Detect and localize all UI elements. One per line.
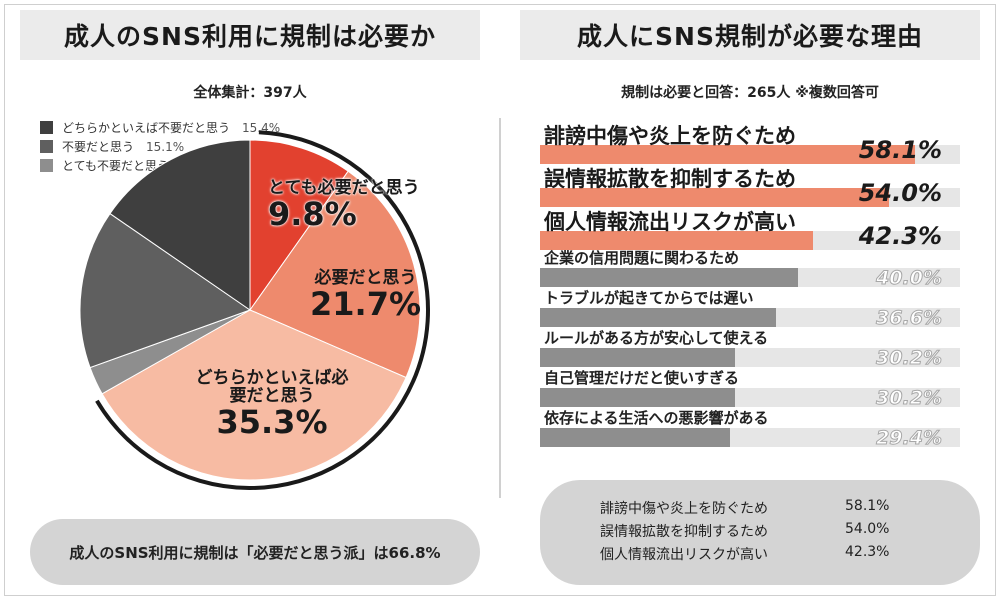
necessary-group-arc	[95, 130, 430, 490]
bar	[540, 348, 736, 367]
bar-category-label: 依存による生活への悪影響がある	[544, 409, 769, 427]
bar-row: トラブルが起きてからでは遅い 36.6%	[540, 283, 960, 330]
bar	[540, 188, 889, 207]
bar-row: 依存による生活への悪影響がある 29.4%	[540, 403, 960, 450]
summary-row: 誤情報拡散を抑制するため 54.0%	[600, 521, 920, 541]
pie-slice	[249, 139, 349, 312]
total-respondents: 全体集計：397人	[193, 85, 307, 101]
legend-swatch	[40, 159, 53, 172]
pie-label-very-necessary-value: 9.8%	[268, 194, 357, 233]
summary-row: 個人情報流出リスクが高い 42.3%	[600, 544, 920, 564]
right-summary-pill: 誹謗中傷や炎上を防ぐため 58.1% 誤情報拡散を抑制するため 54.0% 個人…	[540, 480, 980, 585]
left-summary-pill: 成人のSNS利用に規制は「必要だと思う派」は66.8%	[30, 519, 480, 585]
pie-label-necessary-text: 必要だと思う	[314, 268, 417, 288]
bar-value-label: 40.0%	[876, 267, 943, 290]
bar-value-label: 58.1%	[858, 136, 942, 164]
bar-value-label: 54.0%	[858, 179, 942, 207]
bar-value-label: 36.6%	[876, 307, 943, 330]
legend-item: 不要だと思う 15.1%	[40, 137, 280, 156]
summary-row-label: 個人情報流出リスクが高い	[600, 547, 768, 563]
bar-value-label: 29.4%	[876, 427, 943, 450]
summary-row-label: 誹謗中傷や炎上を防ぐため	[600, 501, 768, 517]
panel-divider	[499, 118, 501, 498]
bar	[540, 308, 777, 327]
right-panel-title: 成人にSNS規制が必要な理由	[520, 10, 980, 60]
pie-slice	[101, 309, 407, 481]
bar-row: ルールがある方が安心して使える 30.2%	[540, 323, 960, 370]
pie-label-somewhat-necessary-value: 35.3%	[216, 402, 328, 441]
pie-label-somewhat-necessary: どちらかといえば必要だと思う 35.3%	[172, 368, 372, 441]
legend-label: どちらかといえば不要だと思う	[62, 121, 231, 135]
summary-row-value: 42.3%	[845, 544, 890, 560]
summary-row-label: 誤情報拡散を抑制するため	[600, 524, 768, 540]
pie-slice	[79, 212, 252, 369]
bar	[540, 268, 799, 287]
bar-category-label: 個人情報流出リスクが高い	[544, 210, 796, 234]
bar-row: 企業の信用問題に関わるため 40.0%	[540, 243, 960, 290]
right-subtitle: 規制は必要と回答：265人 ※複数回答可	[621, 85, 879, 101]
pie-label-necessary: 必要だと思う 21.7%	[310, 268, 422, 323]
bar-value-label: 30.2%	[876, 387, 943, 410]
pie-label-necessary-value: 21.7%	[310, 284, 422, 323]
bar-category-label: 誹謗中傷や炎上を防ぐため	[544, 124, 796, 148]
pie-chart	[79, 130, 430, 490]
bar-row: 誹謗中傷や炎上を防ぐため 58.1%	[540, 120, 960, 166]
legend-swatch	[40, 140, 53, 153]
legend-item: どちらかといえば不要だと思う 15.4%	[40, 118, 280, 137]
bar	[540, 428, 730, 447]
legend-percent: 15.4%	[242, 120, 281, 135]
bar	[540, 145, 916, 164]
pie-label-very-necessary: とても必要だと思う 9.8%	[268, 178, 420, 233]
legend-label: 不要だと思う	[62, 140, 135, 154]
bar-category-label: 自己管理だけだと使いすぎる	[544, 369, 740, 387]
legend-percent: 15.1%	[146, 139, 185, 154]
bar-value-label: 42.3%	[858, 222, 942, 250]
bar	[540, 231, 814, 250]
bar-row: 自己管理だけだと使いすぎる 30.2%	[540, 363, 960, 410]
pie-slice	[249, 170, 421, 379]
bar-value-label: 30.2%	[876, 347, 943, 370]
legend-swatch	[40, 121, 53, 134]
bar-row: 個人情報流出リスクが高い 42.3%	[540, 206, 960, 252]
bar-category-label: 誤情報拡散を抑制するため	[544, 167, 796, 191]
bar	[540, 388, 736, 407]
pie-slice	[109, 139, 251, 311]
pie-label-very-necessary-text: とても必要だと思う	[268, 178, 420, 198]
pie-label-somewhat-necessary-text: どちらかといえば必要だと思う	[195, 368, 349, 406]
bar-category-label: ルールがある方が安心して使える	[544, 329, 769, 347]
bar-category-label: トラブルが起きてからでは遅い	[544, 289, 754, 307]
legend-label: とても不要だと思う	[62, 159, 170, 173]
outer-frame	[4, 4, 996, 596]
summary-row-value: 58.1%	[845, 498, 890, 514]
bar-row: 誤情報拡散を抑制するため 54.0%	[540, 163, 960, 209]
bar-category-label: 企業の信用問題に関わるため	[544, 249, 740, 267]
summary-row-value: 54.0%	[845, 521, 890, 537]
left-panel-title: 成人のSNS利用に規制は必要か	[20, 10, 480, 60]
summary-row: 誹謗中傷や炎上を防ぐため 58.1%	[600, 498, 920, 518]
